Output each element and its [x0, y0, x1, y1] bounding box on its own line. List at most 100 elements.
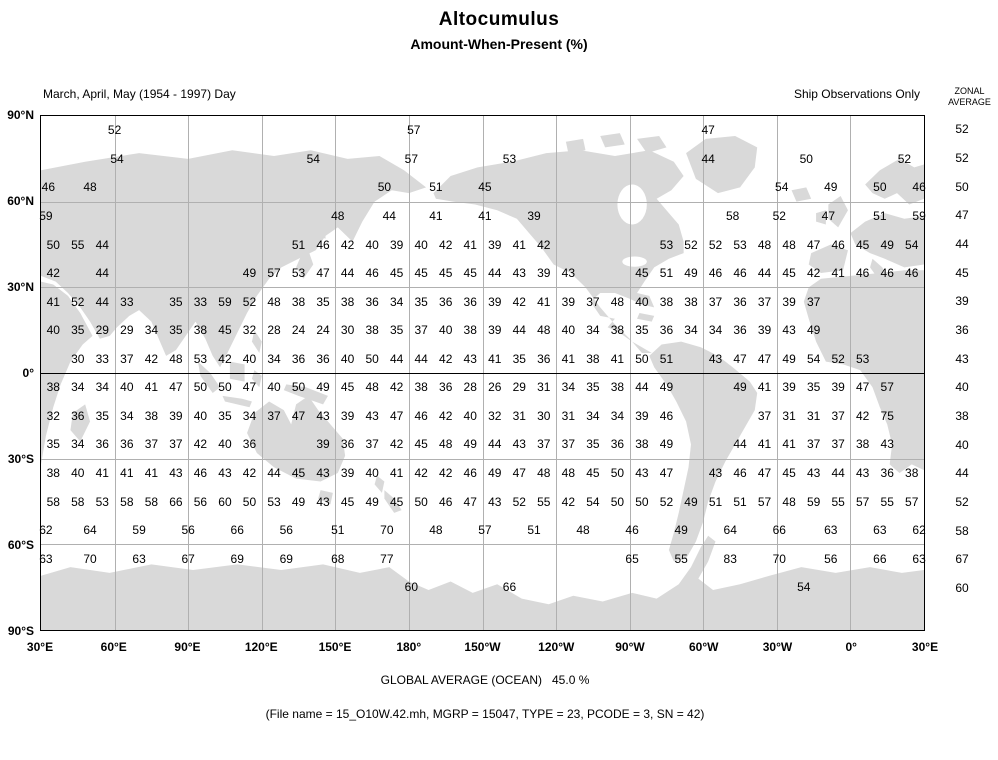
- sumatra: [197, 361, 221, 393]
- grid-value: 43: [782, 323, 796, 338]
- grid-value: 29: [95, 323, 109, 338]
- grid-value: 37: [537, 437, 551, 452]
- grid-value: 44: [831, 465, 845, 480]
- grid-value: 39: [782, 380, 796, 395]
- grid-value: 38: [340, 294, 355, 309]
- grid-value: 36: [733, 323, 747, 338]
- grid-value: 50: [610, 494, 625, 509]
- grid-value: 47: [757, 465, 772, 480]
- grid-value: 39: [635, 408, 649, 423]
- grid-value: 33: [95, 351, 109, 366]
- zonal-average-value: 44: [955, 466, 969, 481]
- zonal-average-value: 36: [955, 323, 969, 337]
- grid-value: 58: [46, 494, 60, 509]
- lon-axis-label: 120°W: [538, 640, 575, 654]
- grid-value: 38: [684, 294, 698, 309]
- europe-mainland: [850, 213, 924, 268]
- grid-value: 38: [635, 437, 649, 452]
- grid-value: 54: [306, 151, 320, 166]
- grid-value: 38: [414, 380, 428, 395]
- grid-value: 34: [71, 437, 85, 452]
- grid-value: 36: [120, 437, 134, 452]
- grid-value: 34: [120, 408, 134, 423]
- page-title: Altocumulus: [438, 9, 560, 30]
- grid-value: 42: [439, 351, 453, 366]
- grid-value: 40: [193, 408, 208, 423]
- page-subtitle: Amount-When-Present (%): [410, 36, 588, 52]
- grid-value: 33: [120, 294, 134, 309]
- grid-value: 45: [439, 266, 453, 281]
- grid-value: 46: [41, 180, 56, 195]
- grid-value: 44: [340, 266, 355, 281]
- grid-value: 31: [512, 408, 526, 423]
- grid-value: 41: [831, 266, 845, 281]
- iceland: [791, 187, 812, 202]
- lat-axis-label: 60°N: [7, 194, 34, 208]
- grid-value: 33: [193, 294, 208, 309]
- lat-axis-label: 90°S: [7, 624, 34, 638]
- grid-value: 53: [855, 351, 870, 366]
- grid-value: 51: [659, 351, 674, 366]
- grid-value: 37: [169, 437, 183, 452]
- grid-value: 40: [365, 465, 379, 480]
- grid-value: 40: [414, 237, 428, 252]
- grid-value: 59: [806, 494, 821, 509]
- grid-value: 48: [537, 465, 551, 480]
- grid-value: 34: [586, 323, 600, 338]
- zonal-average-value: 40: [955, 437, 969, 452]
- grid-value: 37: [120, 351, 134, 366]
- lon-axis-label: 60°E: [100, 640, 127, 654]
- lon-axis-label: 120°E: [244, 640, 278, 654]
- grid-value: 36: [463, 294, 477, 309]
- grid-value: 58: [71, 494, 85, 509]
- grid-value: 40: [635, 294, 649, 309]
- grid-value: 42: [439, 408, 453, 423]
- grid-value: 39: [537, 266, 551, 281]
- zonal-average-header-line1: ZONAL: [954, 86, 985, 96]
- grid-value: 44: [733, 437, 747, 452]
- grid-value: 39: [561, 294, 576, 309]
- grid-value: 52: [659, 494, 674, 509]
- grid-value: 46: [855, 266, 870, 281]
- grid-value: 43: [488, 494, 502, 509]
- grid-value: 31: [537, 380, 551, 395]
- grid-value: 42: [218, 351, 232, 366]
- grid-value: 40: [561, 323, 576, 338]
- tasmania: [318, 490, 333, 505]
- season-period-label: March, April, May (1954 - 1997) Day: [43, 87, 236, 101]
- grid-value: 48: [576, 523, 590, 538]
- grid-value: 41: [512, 237, 526, 252]
- grid-value: 52: [71, 294, 85, 309]
- zonal-average-value: 52: [955, 122, 969, 137]
- madagascar: [70, 404, 91, 442]
- grid-value: 51: [733, 494, 747, 509]
- grid-value: 24: [316, 323, 330, 338]
- grid-value: 57: [757, 494, 772, 509]
- grid-value: 57: [404, 151, 419, 166]
- equator-line: [41, 373, 924, 374]
- grid-value: 38: [586, 351, 600, 366]
- grid-value: 52: [772, 208, 786, 223]
- grid-value: 50: [291, 380, 306, 395]
- zonal-average-value: 39: [955, 294, 969, 309]
- grid-value: 52: [708, 237, 723, 252]
- grid-value: 41: [429, 208, 443, 223]
- grid-value: 37: [806, 294, 821, 309]
- zonal-average-value: 43: [955, 351, 969, 366]
- grid-value: 47: [806, 237, 821, 252]
- iberia: [808, 244, 848, 274]
- grid-value: 53: [193, 351, 208, 366]
- australia-landmass: [247, 395, 346, 482]
- observations-source-label: Ship Observations Only: [793, 87, 920, 101]
- grid-value: 69: [279, 551, 293, 566]
- grid-value: 48: [537, 323, 551, 338]
- grid-value: 59: [912, 208, 926, 223]
- grid-value: 47: [821, 208, 836, 223]
- grid-value: 42: [439, 465, 453, 480]
- grid-value: 45: [340, 494, 355, 509]
- grid-value: 43: [512, 437, 526, 452]
- grid-value: 63: [873, 523, 887, 538]
- file-info-label: (File name = 15_O10W.42.mh, MGRP = 15047…: [265, 707, 705, 721]
- grid-value: 57: [855, 494, 870, 509]
- grid-value: 36: [439, 294, 453, 309]
